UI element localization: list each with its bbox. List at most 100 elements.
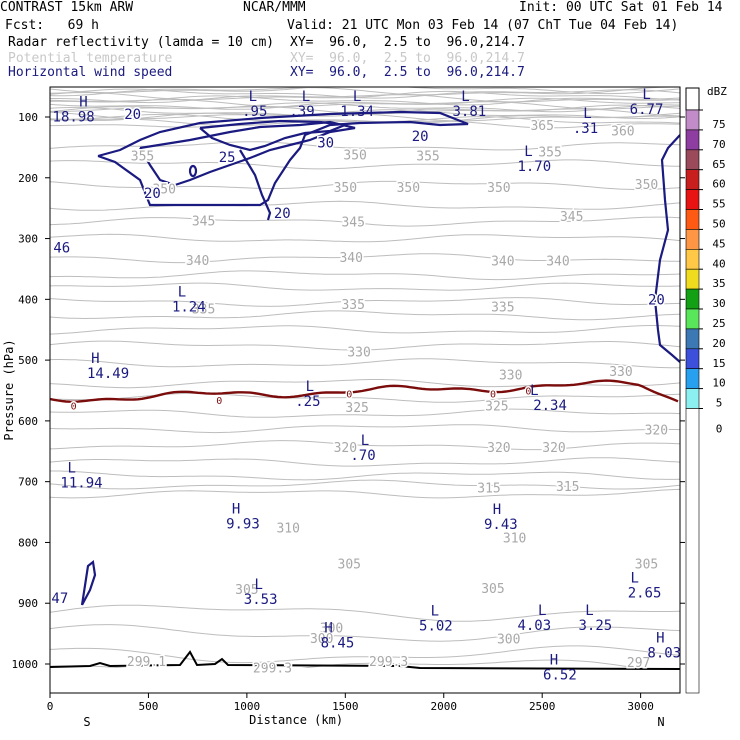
- theta-label: 300: [320, 622, 343, 637]
- wind-minimum-marker: L: [353, 89, 361, 105]
- organization-label: NCAR/MMM: [243, 0, 306, 15]
- x-tick-label: 3000: [627, 700, 654, 713]
- theta-label: 355: [131, 149, 154, 164]
- wind-maximum-marker: H: [91, 351, 99, 367]
- wind-maximum-marker: H: [324, 620, 332, 636]
- wind-minimum-marker: L: [361, 433, 369, 449]
- colorbar-label: 40: [712, 257, 725, 270]
- theta-label: 320: [487, 441, 510, 456]
- wind-minimum-marker: L: [530, 383, 538, 399]
- colorbar-cell: [685, 189, 700, 210]
- theta-isentrope: [50, 88, 680, 99]
- wind-extremum-value: .70: [350, 448, 375, 464]
- wind-extremum-value: 11.94: [60, 476, 102, 492]
- theta-label: 350: [397, 181, 420, 196]
- wind-minimum-marker: L: [306, 379, 314, 395]
- wind-minimum-marker: L: [254, 577, 262, 593]
- wind-extremum-value: 9.93: [226, 516, 260, 532]
- terrain-surface: [50, 650, 680, 693]
- wind-extremum-value: 3.25: [578, 618, 612, 634]
- theta-label: 299.3: [253, 662, 292, 677]
- wind-maximum-marker: H: [79, 95, 87, 111]
- theta-isentrope: [50, 180, 680, 190]
- south-label: S: [83, 715, 90, 729]
- colorbar-top-cell: [685, 87, 700, 111]
- wind-maximum-marker: H: [656, 631, 664, 647]
- x-tick-label: 1000: [234, 700, 261, 713]
- theta-isentrope: [50, 159, 680, 170]
- theta-label: 330: [499, 369, 522, 384]
- wind-minimum-marker: L: [585, 603, 593, 619]
- theta-label: 360: [611, 124, 634, 139]
- theta-label: 340: [186, 254, 209, 269]
- wind-contour-30: [199, 119, 346, 152]
- colorbar-label: 0: [716, 423, 723, 436]
- wind-extremum-value: 8.45: [321, 635, 355, 651]
- forecast-hour: Fcst: 69 h: [5, 18, 99, 33]
- freezing-level-contour: [50, 379, 679, 404]
- colorbar-cell: [685, 109, 700, 131]
- theta-isentrope: [50, 200, 680, 211]
- field-wind-name: Horizontal wind speed: [8, 65, 173, 80]
- field-reflectivity-xy: XY= 96.0, 2.5 to 96.0,214.7: [290, 35, 525, 50]
- theta-label: 305: [481, 582, 504, 597]
- theta-label: 305: [338, 558, 361, 573]
- wind-minimum-marker: L: [583, 106, 591, 122]
- plot-frame: [49, 86, 681, 694]
- theta-label: 300: [497, 632, 520, 647]
- theta-label: 355: [538, 146, 561, 161]
- theta-isentrope: [50, 109, 680, 120]
- colorbar-cell: [685, 169, 700, 190]
- theta-label: 305: [635, 558, 658, 573]
- theta-isentrope: [50, 479, 680, 490]
- colorbar-unit: dBZ: [707, 85, 727, 98]
- wind-contour-labels: 20 30 25 20 20 20 20: [123, 105, 667, 309]
- colorbar-label: 55: [712, 198, 725, 211]
- wind-contour-20: [653, 134, 680, 363]
- theta-isentrope: [50, 270, 680, 281]
- wind-minimum-marker: L: [302, 89, 310, 105]
- plot-header: CONTRAST 15km ARW NCAR/MMM Init: 00 UTC …: [0, 0, 740, 80]
- y-tick-label: 300: [18, 233, 38, 246]
- wind-extremum-value: 9.43: [484, 517, 518, 533]
- colorbar-label: 30: [712, 297, 725, 310]
- wind-extremum-value: 1.34: [340, 104, 374, 120]
- colorbar-label: 75: [712, 118, 725, 131]
- freezing-label: 0: [346, 390, 352, 401]
- theta-label: 297: [627, 656, 650, 671]
- wind-minimum-marker: L: [631, 571, 639, 587]
- colorbar-label: 60: [712, 178, 725, 191]
- theta-label: 350: [152, 183, 175, 198]
- wind-contour-25: [188, 164, 198, 178]
- theta-label: 340: [491, 254, 514, 269]
- x-tick-label: 500: [139, 700, 159, 713]
- colorbar-label: 15: [712, 357, 725, 370]
- x-tick-label: 2000: [431, 700, 458, 713]
- wind-minimum-marker: L: [178, 284, 186, 300]
- theta-label: 345: [192, 214, 215, 229]
- theta-isentrope: [50, 457, 680, 467]
- y-tick-label: 200: [18, 172, 38, 185]
- wind-contour-label: 20: [144, 186, 161, 202]
- field-wind-xy: XY= 96.0, 2.5 to 96.0,214.7: [290, 65, 525, 80]
- wind-minimum-marker: L: [524, 144, 532, 160]
- wind-contour-label: 30: [317, 136, 334, 152]
- freezing-label: 0: [525, 387, 531, 398]
- theta-isentrope: [50, 424, 680, 434]
- freezing-label: 0: [216, 396, 222, 407]
- theta-label: 300: [310, 632, 333, 647]
- wind-extremum-value: 6.77: [630, 102, 664, 118]
- wind-maximum-marker: H: [550, 653, 558, 669]
- init-time: Init: 00 UTC Sat 01 Feb 14: [519, 0, 723, 15]
- wind-extremum-value: 1.24: [172, 299, 206, 315]
- wind-extremum-value: 1.70: [517, 159, 551, 175]
- wind-contour-20: [239, 149, 272, 221]
- theta-isentrope: [50, 113, 680, 124]
- colorbar-cell: [685, 348, 700, 369]
- theta-label: 335: [341, 298, 364, 313]
- wind-maximum-marker: H: [232, 501, 240, 517]
- wind-extremum-value: .31: [573, 121, 598, 137]
- theta-label: 345: [560, 210, 583, 225]
- wind-extremum-value: 47: [51, 591, 68, 607]
- colorbar-label: 35: [712, 277, 725, 290]
